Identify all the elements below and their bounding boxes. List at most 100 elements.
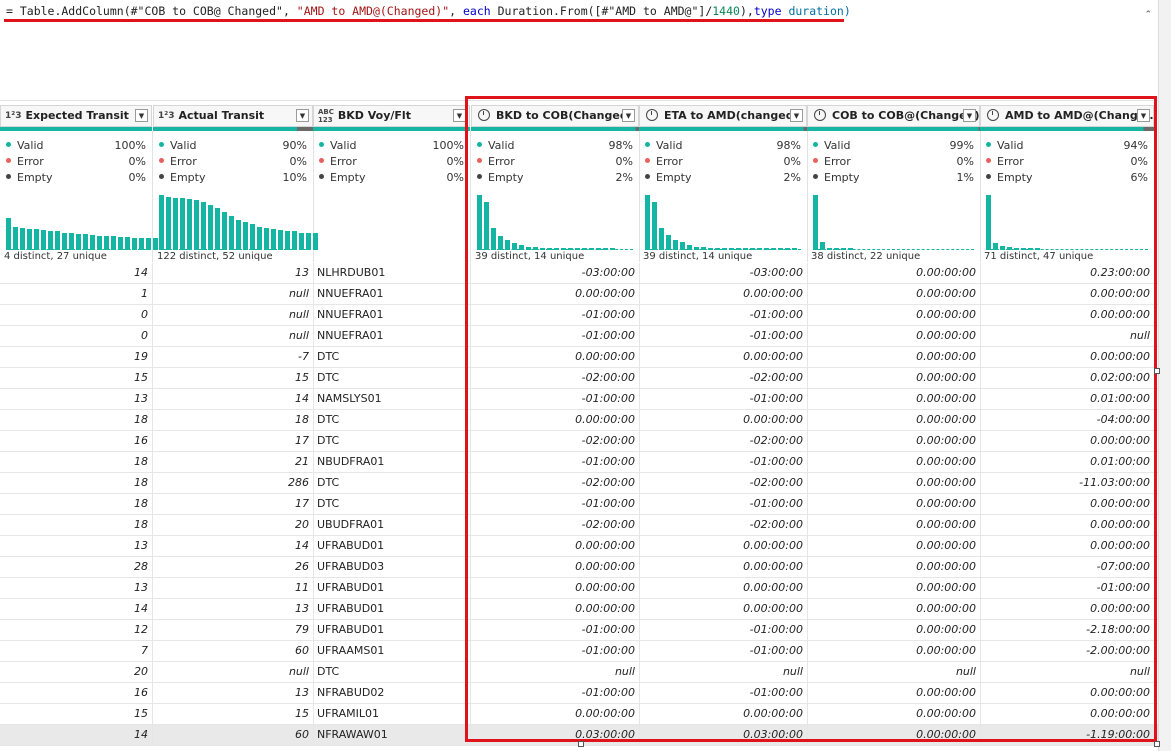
table-cell[interactable]: 0.00:00:00 <box>807 536 981 556</box>
histogram-bar[interactable] <box>76 233 81 250</box>
table-cell[interactable]: 0.01:00:00 <box>980 389 1155 409</box>
histogram-bar[interactable] <box>13 226 18 250</box>
table-row[interactable]: 0 null NNUEFRA01 -01:00:00 -01:00:00 0.00:00:… <box>0 326 1158 347</box>
column-header-1[interactable]: 1²3 Actual Transit ▼ <box>153 105 313 127</box>
table-cell[interactable]: 1 <box>0 284 153 304</box>
table-cell[interactable]: 18 <box>0 452 153 472</box>
table-cell[interactable]: 14 <box>153 389 314 409</box>
column-filter-dropdown-icon[interactable]: ▼ <box>453 109 466 122</box>
table-cell[interactable]: null <box>153 305 314 325</box>
table-cell[interactable]: UFRAAMS01 <box>313 641 471 661</box>
histogram-bar[interactable] <box>55 231 60 250</box>
table-cell[interactable]: 0.00:00:00 <box>980 515 1155 535</box>
histogram-bar[interactable] <box>610 248 615 250</box>
table-cell[interactable]: null <box>639 662 808 682</box>
histogram-bar[interactable] <box>83 234 88 250</box>
table-cell[interactable]: 14 <box>0 725 153 745</box>
table-cell[interactable]: 18 <box>153 410 314 430</box>
histogram-bar[interactable] <box>722 248 727 250</box>
histogram-bar[interactable] <box>673 239 678 250</box>
table-row[interactable]: 18 286 DTC -02:00:00 -02:00:00 0.00:00:00 -11.… <box>0 473 1158 494</box>
histogram-bar[interactable] <box>582 248 587 250</box>
histogram-bar[interactable] <box>834 248 839 250</box>
table-cell[interactable]: null <box>471 662 640 682</box>
histogram-bar[interactable] <box>519 245 524 250</box>
histogram-bar[interactable] <box>659 227 664 250</box>
histogram-bar[interactable] <box>1021 248 1026 250</box>
table-row[interactable]: 15 15 DTC -02:00:00 -02:00:00 0.00:00:00 0.02:… <box>0 368 1158 389</box>
table-row[interactable]: 13 14 UFRABUD01 0.00:00:00 0.00:00:00 0.00:00… <box>0 536 1158 557</box>
histogram-bar[interactable] <box>6 218 11 250</box>
table-row[interactable]: 19 -7 DTC 0.00:00:00 0.00:00:00 0.00:00:00 0.0… <box>0 347 1158 368</box>
duration-type-icon[interactable] <box>814 109 826 121</box>
histogram-bar[interactable] <box>813 194 818 250</box>
histogram-bar[interactable] <box>589 248 594 250</box>
histogram-bar[interactable] <box>271 229 276 250</box>
histogram-bar[interactable] <box>180 197 185 250</box>
table-cell[interactable]: 13 <box>0 389 153 409</box>
histogram-bar[interactable] <box>257 226 262 250</box>
table-cell[interactable]: 79 <box>153 620 314 640</box>
formula-expand-icon[interactable]: ⌃ <box>1144 10 1152 20</box>
histogram-bar[interactable] <box>575 248 580 250</box>
table-cell[interactable]: NFRAWAW01 <box>313 725 471 745</box>
table-cell[interactable]: null <box>807 662 981 682</box>
histogram-bar[interactable] <box>166 196 171 250</box>
table-row[interactable]: 7 60 UFRAAMS01 -01:00:00 -01:00:00 0.00:00:00… <box>0 641 1158 662</box>
table-cell[interactable]: 20 <box>153 515 314 535</box>
histogram-bar[interactable] <box>554 248 559 250</box>
table-cell[interactable]: -02:00:00 <box>639 431 808 451</box>
value-distribution-chart[interactable] <box>645 190 801 250</box>
table-cell[interactable]: -01:00:00 <box>639 683 808 703</box>
table-cell[interactable]: 20 <box>0 662 153 682</box>
table-cell[interactable]: NLHRDUB01 <box>313 263 471 283</box>
table-cell[interactable]: 0.00:00:00 <box>980 347 1155 367</box>
resize-handle[interactable] <box>1154 368 1160 374</box>
table-cell[interactable]: 0.00:00:00 <box>807 494 981 514</box>
table-cell[interactable]: DTC <box>313 473 471 493</box>
table-cell[interactable]: 0.00:00:00 <box>807 641 981 661</box>
table-row[interactable]: 16 17 DTC -02:00:00 -02:00:00 0.00:00:00 0.00:… <box>0 431 1158 452</box>
table-cell[interactable]: 0.00:00:00 <box>807 557 981 577</box>
table-cell[interactable]: 0.00:00:00 <box>807 263 981 283</box>
table-cell[interactable]: -03:00:00 <box>639 263 808 283</box>
column-filter-dropdown-icon[interactable]: ▼ <box>135 109 148 122</box>
table-cell[interactable]: 60 <box>153 725 314 745</box>
table-cell[interactable]: 0.00:00:00 <box>471 410 640 430</box>
table-cell[interactable]: -01:00:00 <box>471 641 640 661</box>
table-row[interactable]: 18 20 UBUDFRA01 -02:00:00 -02:00:00 0.00:00:0… <box>0 515 1158 536</box>
histogram-bar[interactable] <box>561 248 566 250</box>
vertical-scrollbar[interactable] <box>1158 0 1171 751</box>
table-cell[interactable]: 0.00:00:00 <box>639 410 808 430</box>
column-header-6[interactable]: AMD to AMD@(Change... ▼ <box>980 105 1154 127</box>
table-cell[interactable]: -02:00:00 <box>471 515 640 535</box>
table-row[interactable]: 14 13 NLHRDUB01 -03:00:00 -03:00:00 0.00:00:0… <box>0 263 1158 284</box>
histogram-bar[interactable] <box>484 202 489 250</box>
table-cell[interactable]: -01:00:00 <box>639 641 808 661</box>
histogram-bar[interactable] <box>645 194 650 250</box>
column-filter-dropdown-icon[interactable]: ▼ <box>790 109 803 122</box>
table-cell[interactable]: 0.01:00:00 <box>980 452 1155 472</box>
histogram-bar[interactable] <box>680 241 685 250</box>
table-cell[interactable]: 0.00:00:00 <box>807 683 981 703</box>
histogram-bar[interactable] <box>62 232 67 250</box>
histogram-bar[interactable] <box>187 198 192 250</box>
table-cell[interactable]: 0.03:00:00 <box>639 725 808 745</box>
histogram-bar[interactable] <box>34 229 39 250</box>
histogram-bar[interactable] <box>306 232 311 250</box>
table-cell[interactable]: UFRABUD01 <box>313 620 471 640</box>
table-cell[interactable]: 18 <box>0 473 153 493</box>
histogram-bar[interactable] <box>146 238 151 250</box>
table-cell[interactable]: 0.00:00:00 <box>980 284 1155 304</box>
value-distribution-chart[interactable] <box>813 190 974 250</box>
table-row[interactable]: 18 17 DTC -01:00:00 -01:00:00 0.00:00:00 0.00:… <box>0 494 1158 515</box>
table-cell[interactable]: 0.00:00:00 <box>807 620 981 640</box>
table-cell[interactable]: -01:00:00 <box>639 494 808 514</box>
histogram-bar[interactable] <box>757 248 762 250</box>
histogram-bar[interactable] <box>1007 247 1012 250</box>
table-cell[interactable]: 0.00:00:00 <box>807 410 981 430</box>
table-cell[interactable]: null <box>980 326 1155 346</box>
table-cell[interactable]: 16 <box>0 683 153 703</box>
table-cell[interactable]: 0.00:00:00 <box>807 599 981 619</box>
table-cell[interactable]: 13 <box>0 536 153 556</box>
